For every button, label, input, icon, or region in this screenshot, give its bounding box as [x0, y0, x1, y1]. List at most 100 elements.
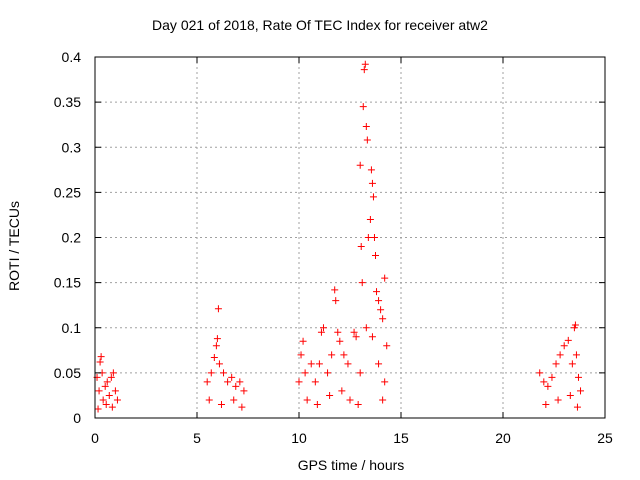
y-tick-label: 0.2	[62, 230, 82, 246]
data-point	[307, 360, 315, 368]
data-point	[379, 315, 387, 323]
data-point	[354, 400, 362, 408]
data-point	[552, 360, 560, 368]
data-point	[111, 387, 119, 395]
data-point	[205, 396, 213, 404]
data-point	[344, 360, 352, 368]
data-point	[368, 179, 376, 187]
data-point	[577, 387, 585, 395]
data-point	[328, 351, 336, 359]
data-point	[236, 378, 244, 386]
data-point	[375, 297, 383, 305]
data-point	[210, 354, 218, 362]
data-point	[203, 378, 211, 386]
data-point	[297, 351, 305, 359]
y-tick-label: 0.15	[54, 275, 81, 291]
data-point	[220, 369, 228, 377]
data-point	[536, 369, 544, 377]
data-point	[368, 333, 376, 341]
data-point	[317, 328, 325, 336]
data-point	[556, 351, 564, 359]
data-point	[358, 279, 366, 287]
data-point	[301, 369, 309, 377]
data-point	[352, 333, 360, 341]
data-point	[568, 360, 576, 368]
data-point	[238, 403, 246, 411]
data-point	[102, 400, 110, 408]
data-point	[213, 335, 221, 343]
data-point	[377, 306, 385, 314]
data-point	[326, 391, 334, 399]
data-point	[217, 400, 225, 408]
data-point	[375, 360, 383, 368]
data-point	[95, 387, 103, 395]
data-point	[373, 288, 381, 296]
data-point	[369, 193, 377, 201]
data-point	[363, 136, 371, 144]
data-point	[240, 387, 248, 395]
data-point	[338, 387, 346, 395]
data-point	[383, 342, 391, 350]
y-tick-label: 0.4	[62, 49, 82, 65]
data-point	[367, 166, 375, 174]
y-tick-label: 0.1	[62, 320, 82, 336]
data-point	[315, 360, 323, 368]
data-point	[356, 369, 364, 377]
x-tick-label: 20	[495, 430, 511, 446]
data-point	[332, 297, 340, 305]
x-tick-label: 5	[193, 430, 201, 446]
data-point	[340, 351, 348, 359]
data-point	[94, 405, 102, 413]
data-point	[336, 337, 344, 345]
data-point	[362, 122, 370, 130]
data-point	[107, 373, 115, 381]
y-axis-ticks: 0 0.05 0.1 0.15 0.2 0.25 0.3 0.35 0.4	[54, 49, 605, 426]
data-point	[362, 324, 370, 332]
data-point	[370, 234, 378, 241]
y-tick-label: 0.3	[62, 139, 82, 155]
data-point	[313, 400, 321, 408]
x-tick-label: 0	[91, 430, 99, 446]
y-tick-label: 0.05	[54, 365, 81, 381]
data-point	[356, 161, 364, 169]
data-point	[574, 373, 582, 381]
data-point	[560, 342, 568, 350]
data-point	[554, 396, 562, 404]
data-point	[215, 360, 223, 368]
data-point	[566, 391, 574, 399]
data-point	[299, 337, 307, 345]
data-point	[108, 403, 116, 411]
data-point	[232, 382, 240, 390]
data-point	[101, 382, 109, 390]
data-point	[96, 358, 104, 366]
data-point	[359, 103, 367, 111]
data-point	[360, 66, 368, 74]
data-point	[334, 328, 342, 336]
data-point	[331, 286, 339, 294]
x-axis-ticks: 0 5 10 15 20 25	[91, 57, 613, 446]
data-point	[230, 396, 238, 404]
y-tick-label: 0.25	[54, 184, 81, 200]
data-point	[109, 369, 117, 377]
data-point	[350, 328, 358, 336]
x-axis-label: GPS time / hours	[297, 457, 405, 473]
data-point	[319, 324, 327, 332]
data-point	[381, 274, 389, 282]
data-point	[372, 252, 379, 260]
data-point	[105, 391, 113, 399]
data-point	[364, 234, 372, 241]
data-point	[544, 382, 552, 390]
data-point	[573, 403, 581, 411]
x-tick-label: 25	[597, 430, 613, 446]
data-point	[548, 373, 556, 381]
data-point	[379, 396, 387, 404]
data-point	[97, 353, 105, 361]
data-point	[295, 378, 303, 386]
data-point	[542, 400, 550, 408]
data-point	[357, 243, 365, 251]
data-point	[381, 378, 389, 386]
data-point	[303, 396, 311, 404]
x-tick-label: 10	[291, 430, 307, 446]
chart-title: Day 021 of 2018, Rate Of TEC Index for r…	[152, 17, 488, 33]
